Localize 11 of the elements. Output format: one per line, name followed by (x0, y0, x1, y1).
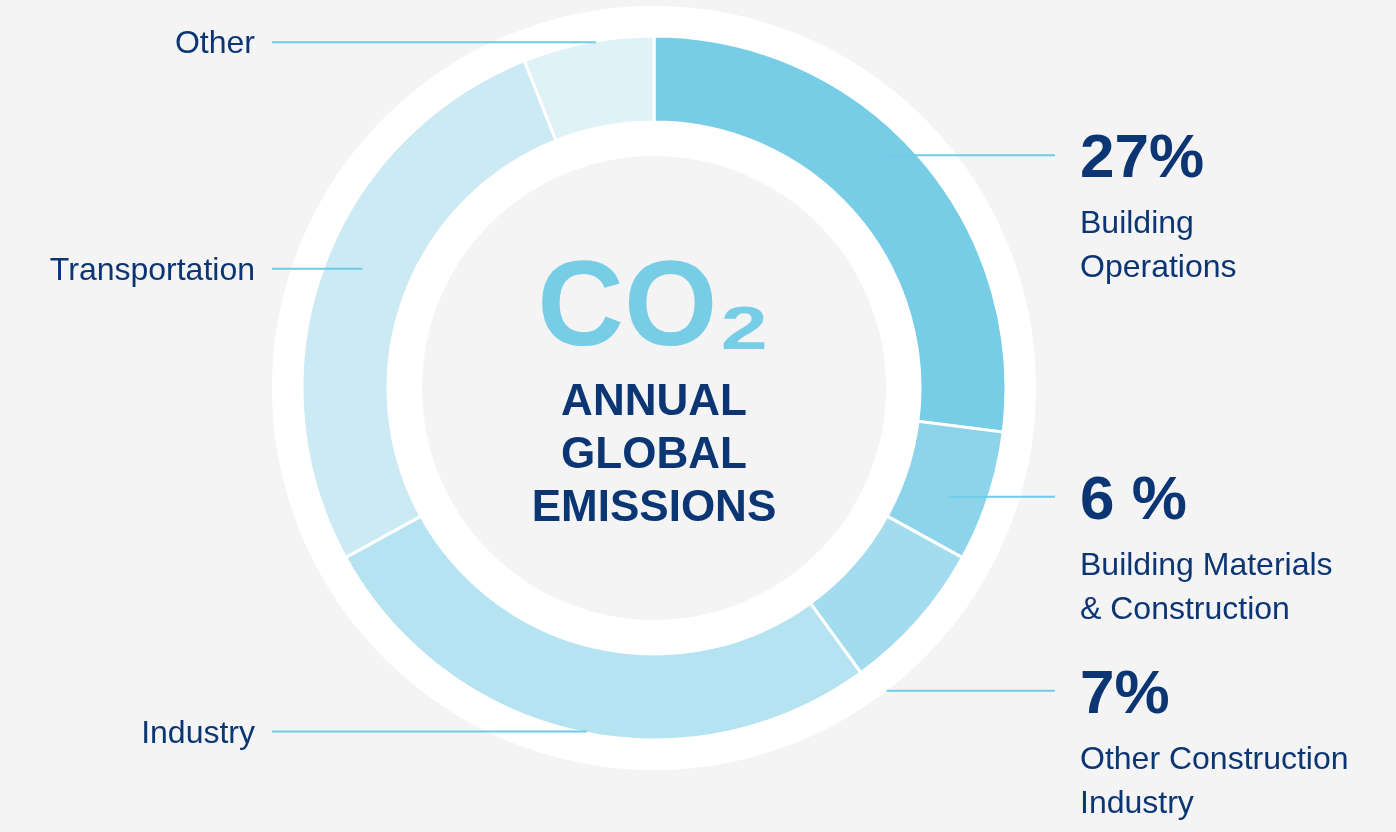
text: ANNUAL GLOBAL EMISSIONS (531, 375, 777, 530)
slice-label: Building Operations (1080, 204, 1237, 285)
text: CO₂ (537, 236, 771, 370)
data-label: 6 % (1080, 462, 1187, 532)
slice-label: Building Materials & Construction (1080, 545, 1333, 626)
data-label: 7% (1080, 656, 1170, 726)
slice-label: Other (174, 24, 256, 61)
slice-label: Other Construction Industry (1080, 739, 1349, 820)
slice-label: Industry (141, 713, 255, 750)
slice-label: Transportation (49, 250, 255, 287)
data-label: 27% (1080, 121, 1205, 191)
